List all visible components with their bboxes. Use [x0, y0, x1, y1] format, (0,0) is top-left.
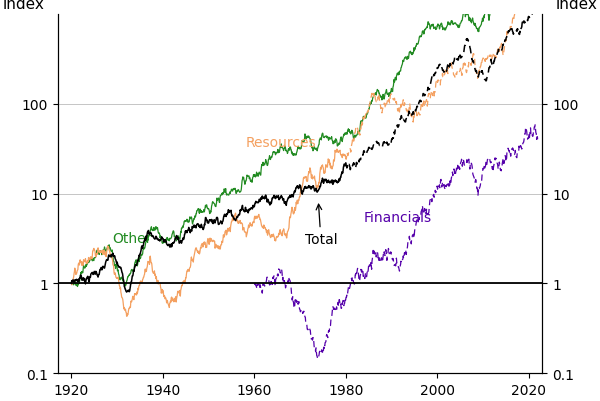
- Text: Total: Total: [305, 205, 337, 247]
- Y-axis label: index: index: [556, 0, 597, 12]
- Text: Financials: Financials: [364, 211, 432, 225]
- Y-axis label: index: index: [3, 0, 44, 12]
- Text: Other: Other: [113, 231, 152, 245]
- Text: Resources: Resources: [245, 135, 316, 149]
